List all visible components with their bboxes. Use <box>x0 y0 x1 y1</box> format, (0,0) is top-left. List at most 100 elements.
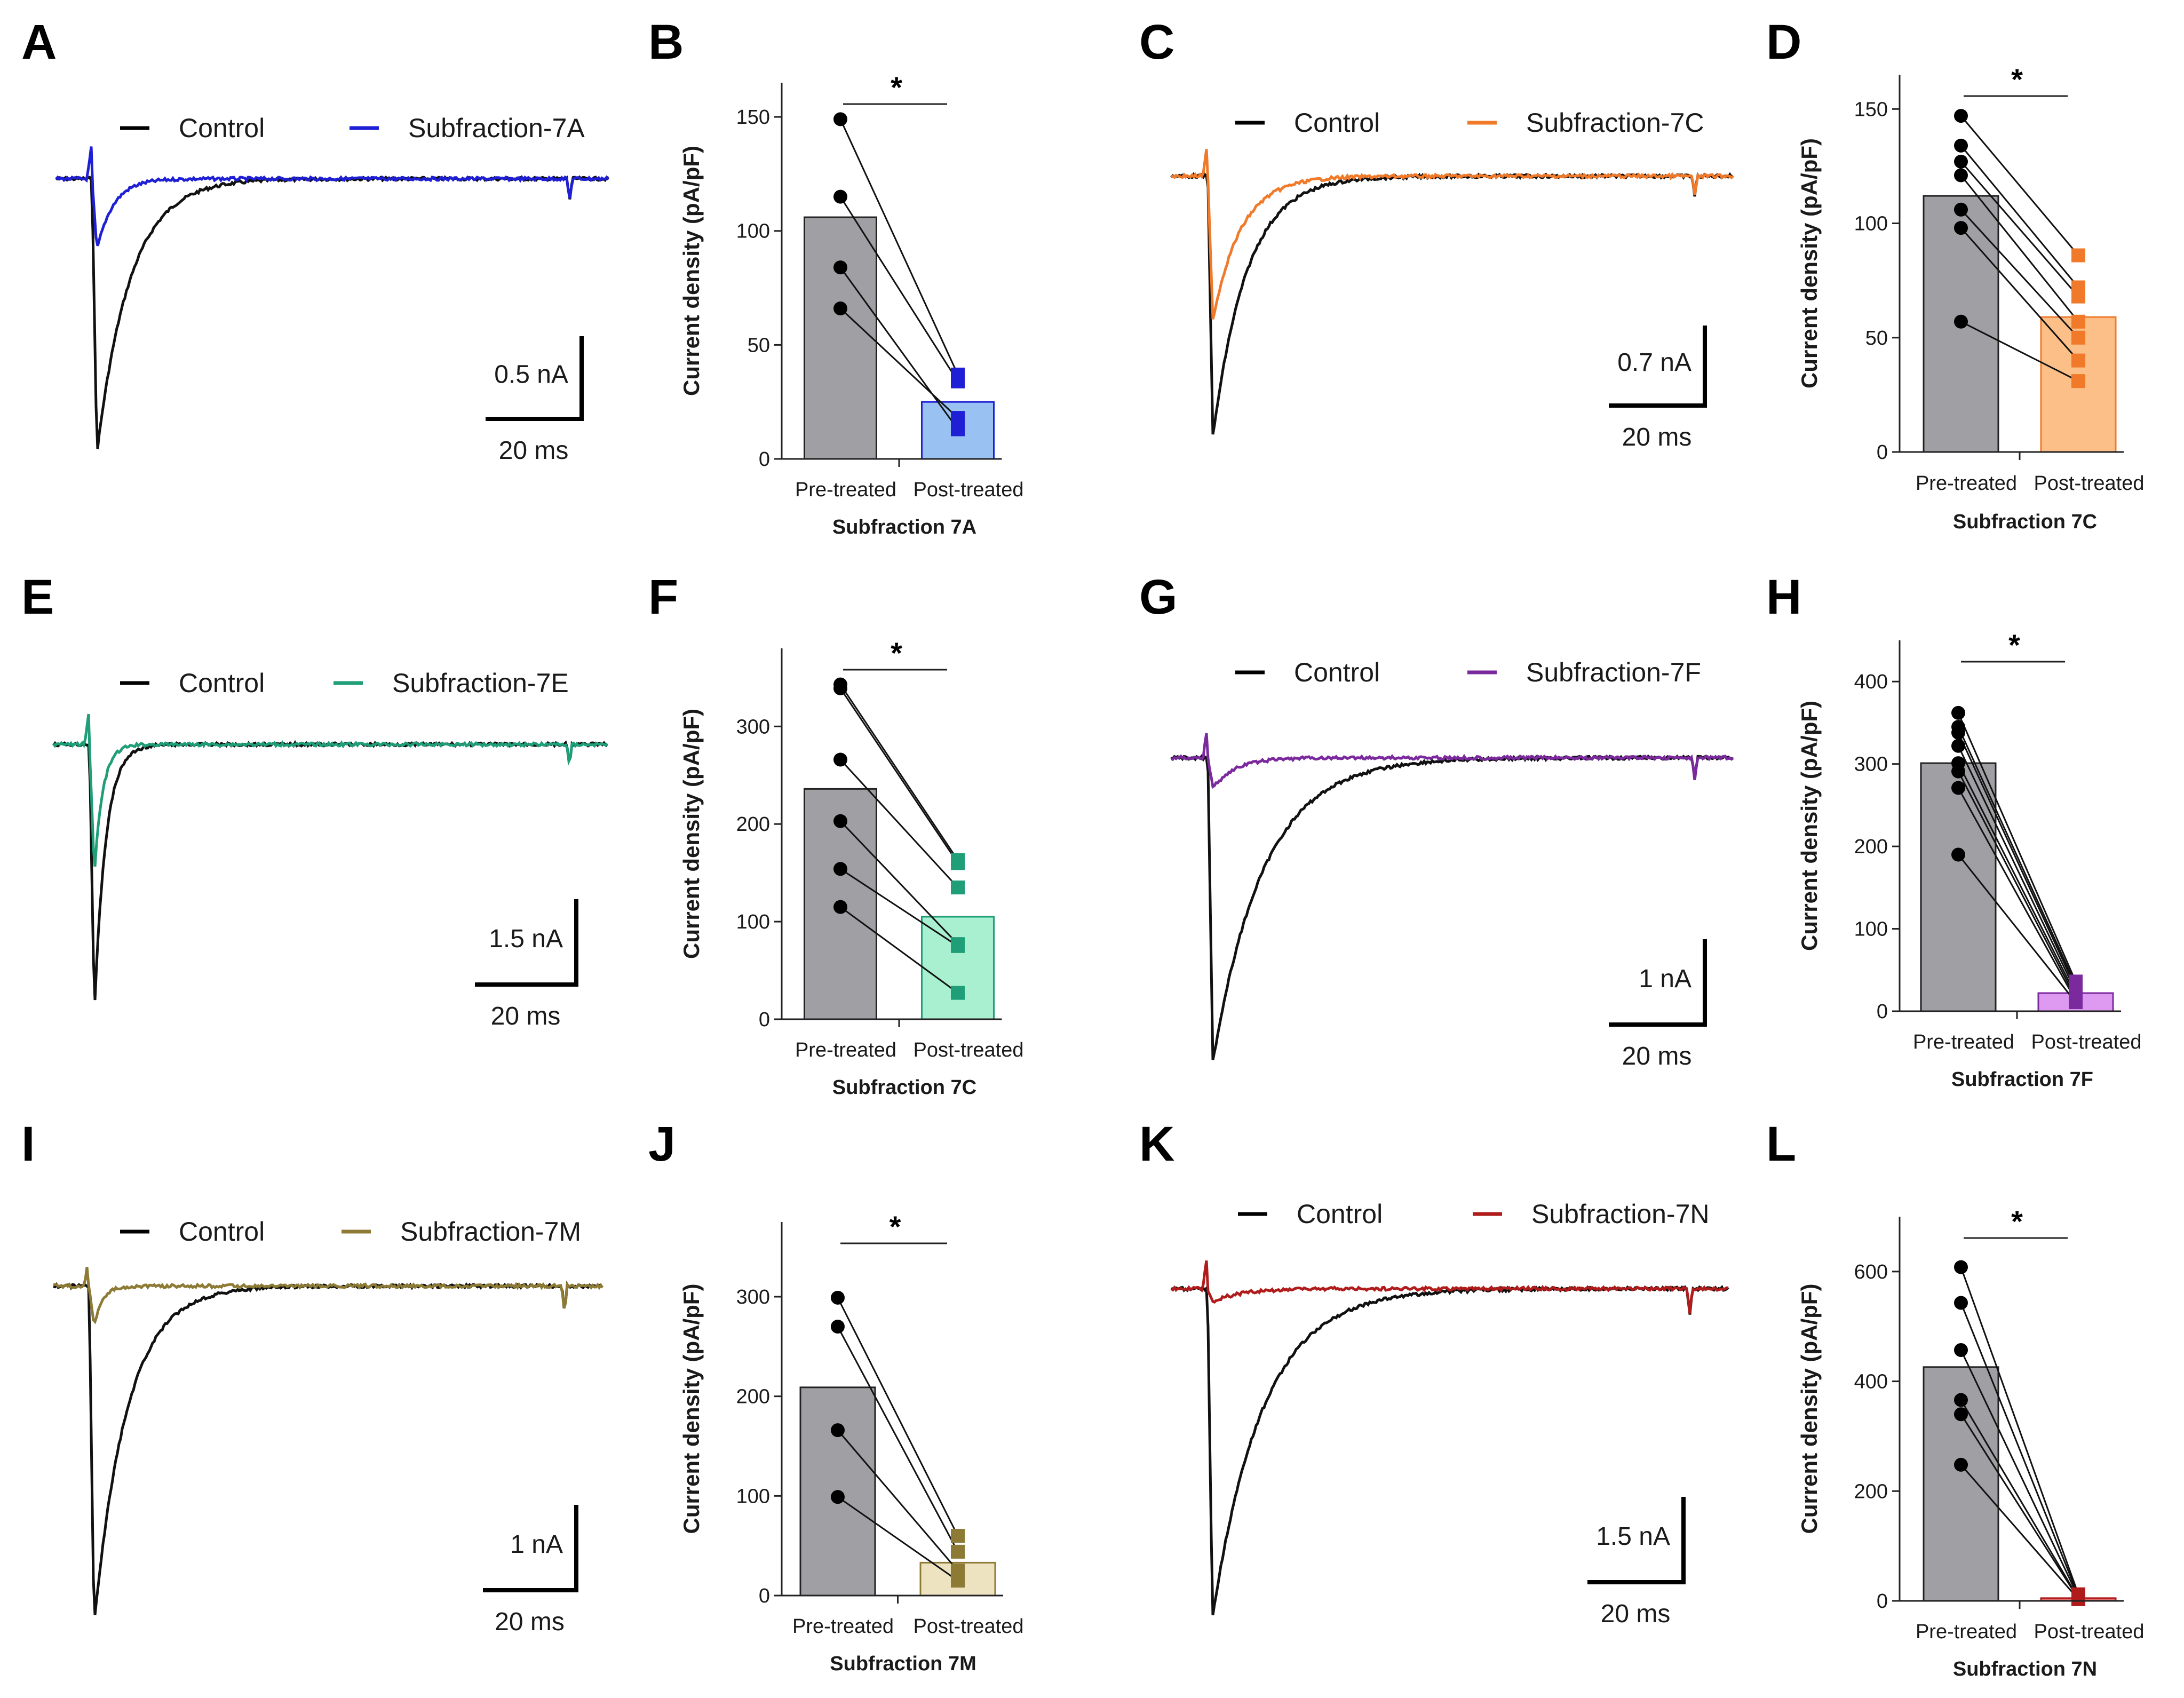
paired-line <box>839 759 959 888</box>
panel-label: G <box>1139 570 1178 624</box>
scale-bar <box>486 336 584 421</box>
trace-panel-g: G Control Subfraction-7F 1 nA 20 ms <box>1139 570 1734 1070</box>
paired-line <box>1960 1302 2079 1597</box>
legend-control-label: Control <box>179 668 265 698</box>
paired-line <box>1957 787 2077 1001</box>
paired-line <box>839 820 959 945</box>
paired-line <box>1960 145 2079 288</box>
category-label-pre: Pre-treated <box>795 479 896 501</box>
chart-title: Subfraction 7N <box>1953 1658 2097 1680</box>
panel-label: A <box>21 15 57 69</box>
scale-bar-time-label: 20 ms <box>495 1608 565 1636</box>
scale-bar-amplitude-label: 0.7 nA <box>1617 348 1691 377</box>
bar-post-treated <box>921 916 995 1020</box>
category-label-post: Post-treated <box>914 1039 1024 1061</box>
significance-star: * <box>891 70 902 104</box>
panel-label: F <box>648 570 678 624</box>
category-label-post: Post-treated <box>2031 1031 2142 1053</box>
scale-bar-time-label: 20 ms <box>491 1002 561 1030</box>
trace-panel-e: E Control Subfraction-7E 1.5 nA 20 ms <box>21 570 608 1030</box>
y-tick-label: 0 <box>759 1009 770 1031</box>
legend-treated-label: Subfraction-7C <box>1526 108 1704 138</box>
post-treated-point <box>2071 314 2085 329</box>
legend-treated-label: Subfraction-7M <box>400 1217 581 1247</box>
y-tick-label: 200 <box>736 1386 770 1408</box>
y-tick-label: 0 <box>759 448 770 471</box>
treated-trace <box>55 146 610 247</box>
trace-panel-c: C Control Subfraction-7C 0.7 nA 20 ms <box>1139 15 1734 451</box>
y-axis-label: Current density (pA/pF) <box>1797 1284 1822 1534</box>
y-tick-label: 200 <box>1854 1480 1888 1503</box>
panel-label: I <box>21 1117 35 1171</box>
pre-treated-point <box>833 900 847 914</box>
panel-label: H <box>1766 570 1801 624</box>
y-tick-label: 0 <box>759 1585 770 1607</box>
pre-treated-point <box>1954 138 1968 153</box>
category-label-pre: Pre-treated <box>792 1615 894 1638</box>
paired-line <box>1960 174 2079 322</box>
pre-treated-point <box>1954 1407 1968 1422</box>
legend-control-label: Control <box>1294 108 1380 138</box>
treated-trace <box>1170 149 1734 320</box>
paired-line <box>839 267 959 430</box>
panel-label: K <box>1139 1117 1174 1171</box>
pre-treated-point <box>1951 705 1965 720</box>
post-treated-point <box>951 939 965 953</box>
scale-bar-amplitude-label: 1.5 nA <box>489 925 563 953</box>
post-treated-point <box>2071 353 2085 368</box>
paired-line <box>1957 771 2077 998</box>
paired-line <box>1960 161 2079 297</box>
pre-treated-point <box>1954 314 1968 329</box>
pre-treated-point <box>831 1320 845 1334</box>
paired-line <box>839 688 959 864</box>
y-tick-label: 0 <box>1877 1001 1888 1023</box>
pre-treated-point <box>833 301 847 315</box>
paired-line <box>1957 763 2077 995</box>
y-tick-label: 300 <box>736 716 770 738</box>
paired-line <box>1957 732 2077 989</box>
post-treated-point <box>951 1574 965 1588</box>
scale-bar-amplitude-label: 0.5 nA <box>494 361 568 389</box>
bar-pre-treated <box>804 216 877 460</box>
scale-bar-time-label: 20 ms <box>1601 1600 1671 1628</box>
y-tick-label: 100 <box>1854 918 1888 941</box>
paired-line <box>837 1297 959 1536</box>
y-tick-label: 200 <box>1854 836 1888 858</box>
post-treated-point <box>2071 1592 2085 1606</box>
pre-treated-point <box>831 1490 845 1504</box>
y-tick-label: 400 <box>1854 1371 1888 1393</box>
legend-control-label: Control <box>1294 657 1380 687</box>
post-treated-point <box>2071 248 2085 263</box>
pre-treated-point <box>833 112 847 126</box>
paired-line <box>840 868 958 947</box>
pre-treated-point <box>833 189 847 204</box>
bar-chart-f: F 0 100 200 300 Current density (pA/pF) Pre-tr… <box>648 570 1024 1099</box>
y-tick-label: 100 <box>1854 213 1888 235</box>
pre-treated-point <box>1951 725 1965 740</box>
paired-line <box>1960 1464 2079 1600</box>
pre-treated-point <box>833 681 847 695</box>
paired-line <box>1957 712 2077 982</box>
legend-control-label: Control <box>179 113 265 143</box>
y-axis-label: Current density (pA/pF) <box>679 709 704 959</box>
bar-chart-j: J 0 100 200 300 Current density (pA/pF) Pre-tr… <box>648 1117 1024 1675</box>
scale-bar <box>1609 939 1707 1027</box>
significance-star: * <box>2011 62 2023 96</box>
post-treated-point <box>951 986 965 1000</box>
paired-line <box>839 118 959 375</box>
y-tick-label: 150 <box>736 106 770 129</box>
post-treated-point <box>2071 289 2085 304</box>
pre-treated-point <box>1954 109 1968 123</box>
significance-star: * <box>2008 628 2020 662</box>
y-tick-label: 300 <box>1854 753 1888 776</box>
paired-line <box>1957 726 2077 986</box>
paired-line <box>840 906 958 994</box>
category-label-post: Post-treated <box>914 1615 1024 1638</box>
paired-line <box>839 307 959 419</box>
paired-line <box>1960 1267 2079 1595</box>
pre-treated-point <box>1954 1296 1968 1310</box>
pre-treated-point <box>833 862 847 876</box>
y-tick-label: 150 <box>1854 98 1888 121</box>
pre-treated-point <box>1951 781 1965 795</box>
